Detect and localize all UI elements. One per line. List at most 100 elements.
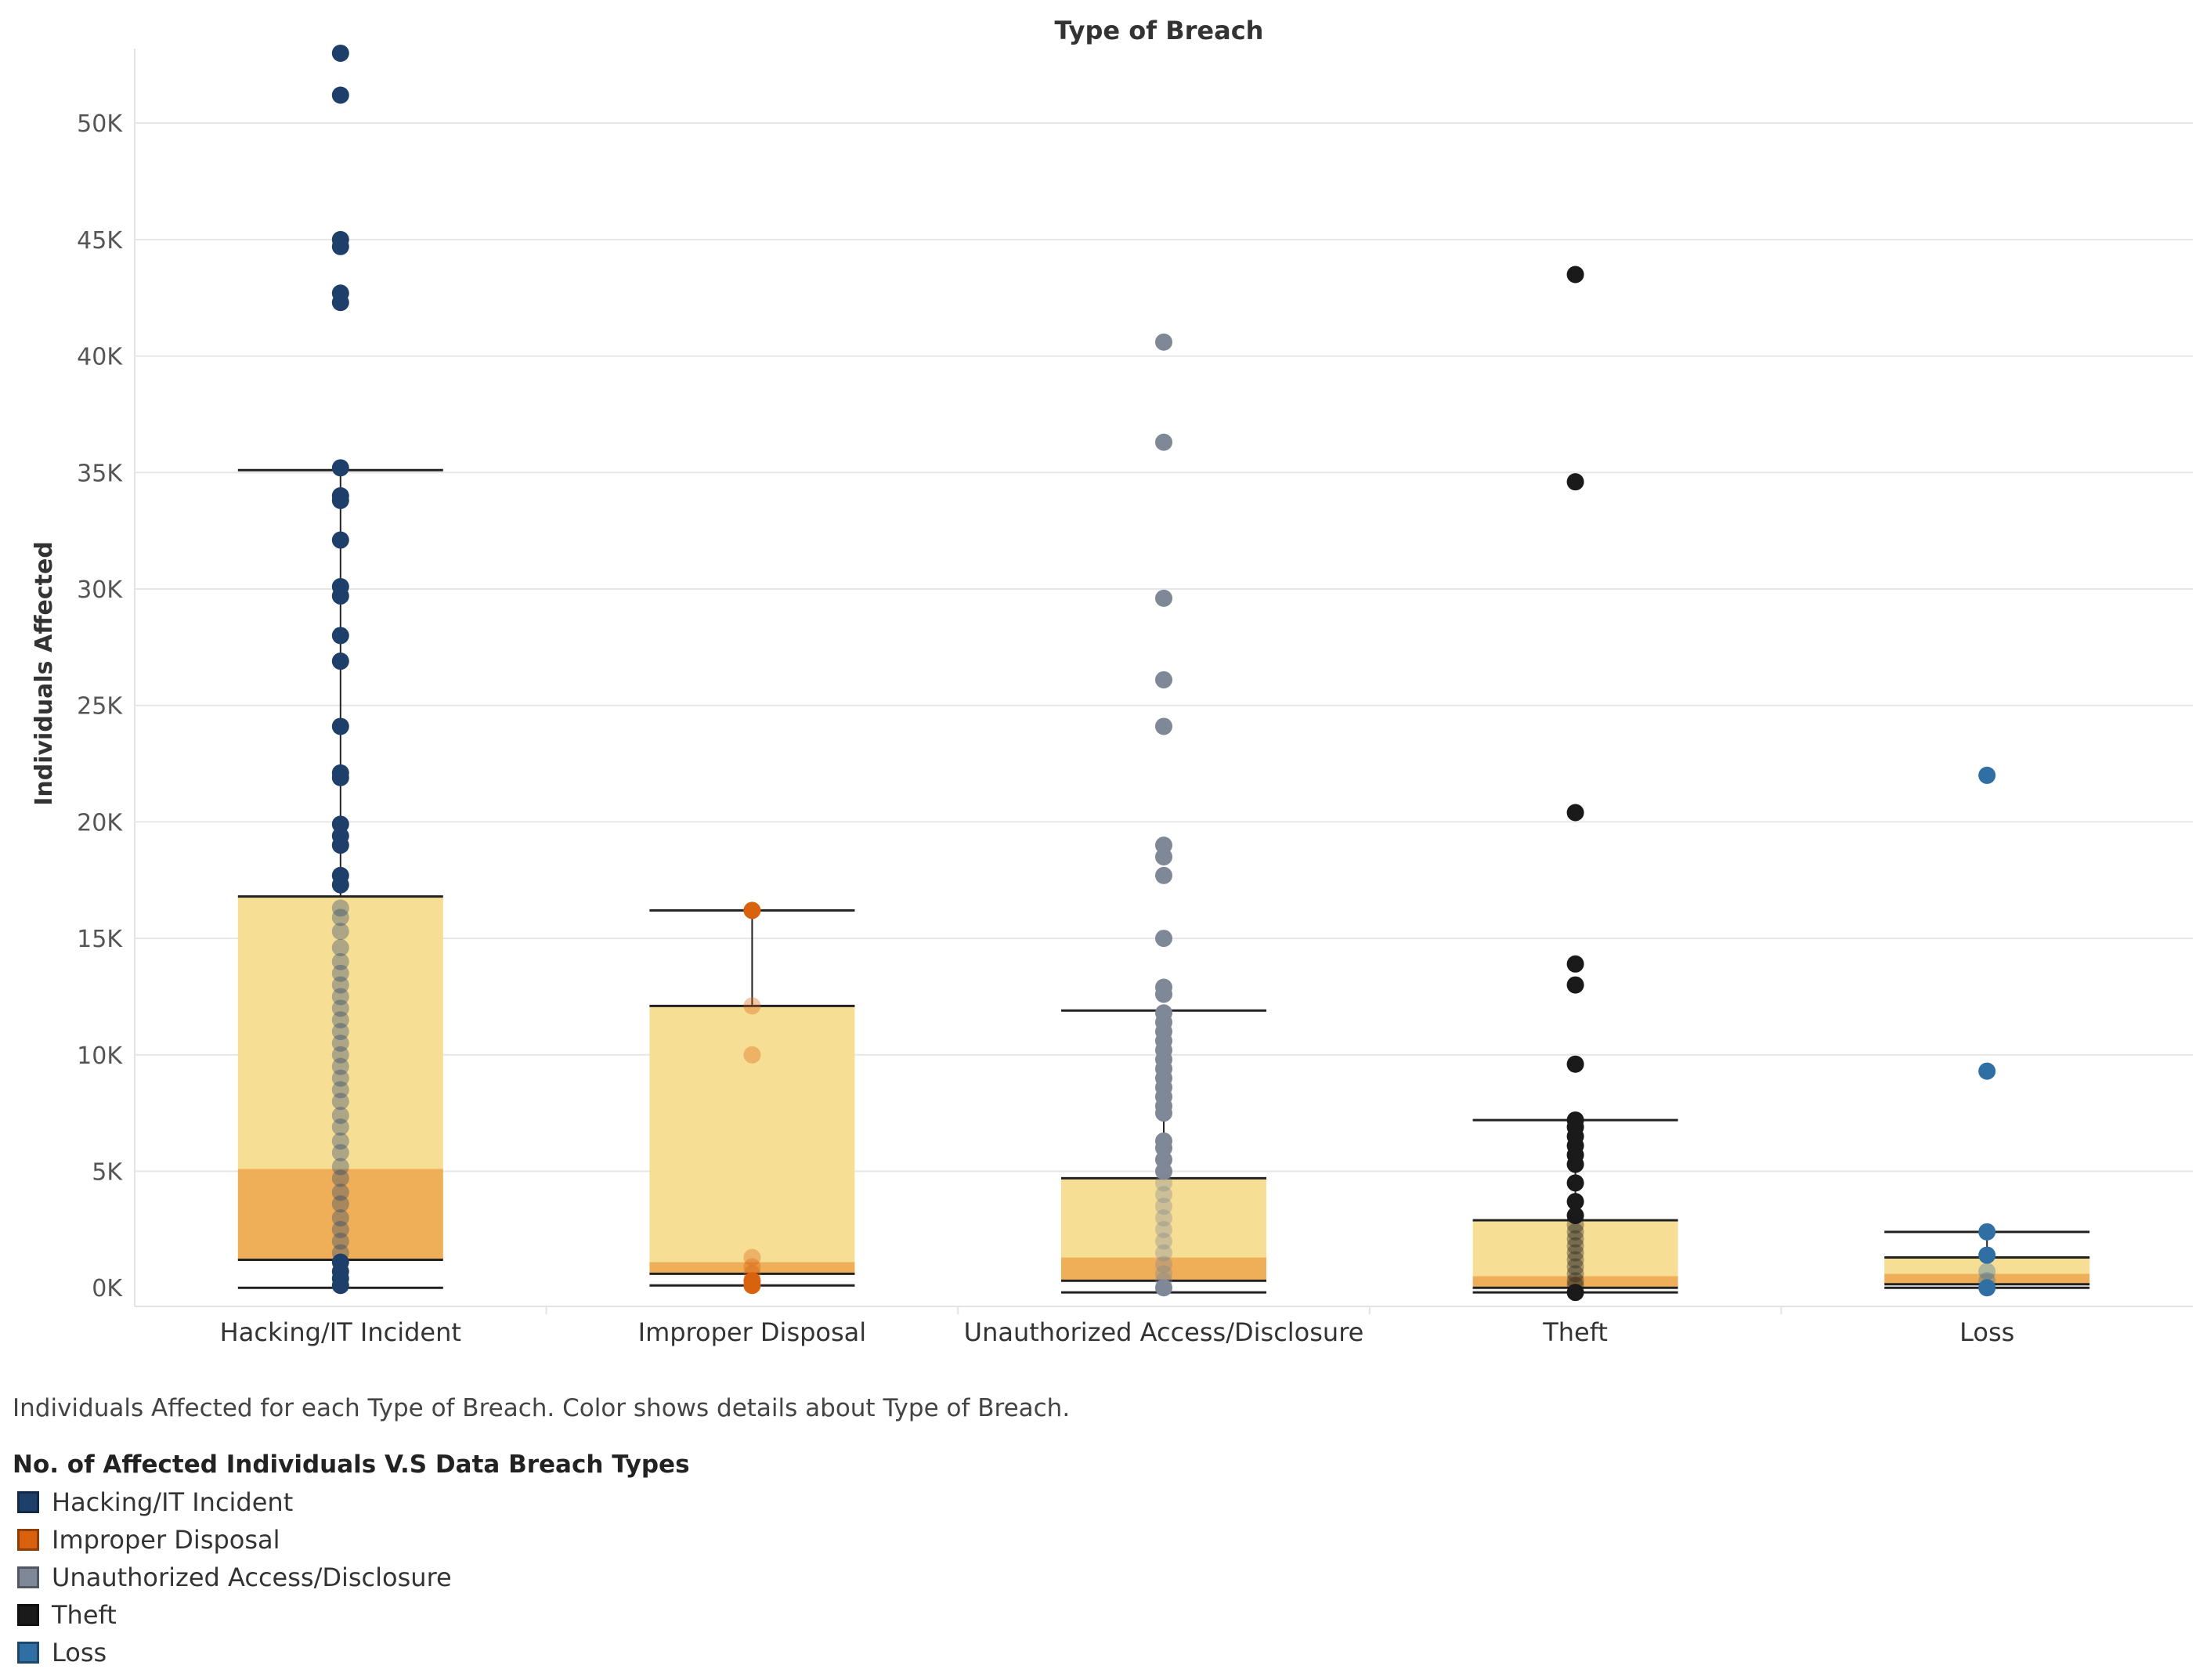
data-point <box>1155 1209 1172 1227</box>
data-point <box>331 1034 349 1052</box>
box-upper <box>649 1006 855 1263</box>
data-point <box>331 1132 349 1150</box>
data-point <box>1566 1055 1584 1073</box>
data-point <box>1155 1104 1172 1122</box>
points-4 <box>1566 266 1584 1302</box>
data-point <box>331 459 349 477</box>
data-point <box>331 976 349 994</box>
data-point <box>331 1183 349 1201</box>
legend-swatch <box>17 1642 39 1664</box>
y-tick-label: 40K <box>77 344 123 371</box>
legend-swatch <box>17 1491 39 1513</box>
data-point <box>331 652 349 670</box>
data-point <box>331 768 349 786</box>
data-point <box>1978 1062 1996 1080</box>
data-point <box>1566 1230 1584 1248</box>
data-point <box>1155 1244 1172 1262</box>
data-point <box>331 1143 349 1162</box>
data-point <box>331 836 349 854</box>
data-point <box>1566 473 1584 491</box>
data-point <box>1155 985 1172 1003</box>
data-point <box>331 1107 349 1125</box>
data-points <box>331 44 1996 1302</box>
legend-label: Loss <box>52 1638 107 1667</box>
data-point <box>331 899 349 917</box>
data-point <box>1566 1265 1584 1283</box>
box-lower <box>1472 1276 1678 1288</box>
data-point <box>1978 1246 1996 1264</box>
points-2 <box>743 901 761 1295</box>
data-point <box>1566 1258 1584 1276</box>
legend-item-unauthorized-access[interactable]: Unauthorized Access/Disclosure <box>13 1559 690 1596</box>
data-point <box>1566 1216 1584 1234</box>
data-point <box>1155 1232 1172 1250</box>
boxes <box>237 468 2090 1294</box>
box-lower <box>1884 1274 2090 1284</box>
data-point <box>331 44 349 62</box>
legend-label: Theft <box>52 1600 117 1630</box>
y-tick-label: 35K <box>77 460 123 487</box>
data-point <box>331 988 349 1006</box>
box-2 <box>649 909 855 1287</box>
data-point <box>1155 1186 1172 1204</box>
data-point <box>331 1057 349 1075</box>
data-point <box>743 1248 761 1266</box>
box-4 <box>1472 1118 1678 1294</box>
data-point <box>331 876 349 894</box>
data-point <box>743 1258 761 1276</box>
data-point <box>331 627 349 645</box>
legend-item-loss[interactable]: Loss <box>13 1634 690 1671</box>
data-point <box>331 1220 349 1238</box>
data-point <box>331 294 349 312</box>
points-1 <box>331 44 349 1295</box>
data-point <box>331 909 349 927</box>
y-axis-ticks: 0K 5K 10K 15K 20K 25K 30K 35K 40K 45K 50K <box>77 110 123 1302</box>
legend-swatch <box>17 1529 39 1551</box>
y-tick-label: 30K <box>77 576 123 604</box>
data-point <box>1566 1251 1584 1269</box>
data-point <box>1566 1174 1584 1192</box>
data-point <box>1566 266 1584 284</box>
legend-swatch <box>17 1566 39 1588</box>
data-point <box>1566 976 1584 994</box>
legend-item-improper-disposal[interactable]: Improper Disposal <box>13 1521 690 1559</box>
data-point <box>331 1232 349 1250</box>
data-point <box>331 1081 349 1099</box>
data-point <box>1155 848 1172 866</box>
box-1 <box>237 468 443 1289</box>
data-point <box>743 901 761 919</box>
chart-caption: Individuals Affected for each Type of Br… <box>13 1394 1071 1422</box>
data-point <box>331 1195 349 1213</box>
data-point <box>1155 1255 1172 1274</box>
data-point <box>1566 1207 1584 1225</box>
data-point <box>331 1023 349 1041</box>
legend-title: No. of Affected Individuals V.S Data Bre… <box>13 1451 690 1479</box>
data-point <box>1155 1220 1172 1238</box>
data-point <box>1155 333 1172 351</box>
points-3 <box>1155 333 1172 1297</box>
data-point <box>331 491 349 509</box>
box-upper <box>1472 1219 1678 1277</box>
legend-item-hacking[interactable]: Hacking/IT Incident <box>13 1483 690 1521</box>
chart-title: Type of Breach <box>1055 16 1264 45</box>
box-upper <box>237 896 443 1169</box>
data-point <box>331 531 349 549</box>
legend-swatch <box>17 1604 39 1626</box>
x-category-label: Unauthorized Access/Disclosure <box>964 1317 1364 1347</box>
data-point <box>331 86 349 104</box>
legend-label: Improper Disposal <box>52 1525 280 1555</box>
legend-item-theft[interactable]: Theft <box>13 1596 690 1634</box>
data-point <box>1566 1244 1584 1262</box>
data-point <box>1566 804 1584 822</box>
data-point <box>331 1046 349 1064</box>
data-point <box>1155 670 1172 688</box>
data-point <box>331 1158 349 1176</box>
data-point <box>331 587 349 605</box>
data-point <box>1566 1155 1584 1173</box>
data-point <box>1155 1162 1172 1180</box>
box-lower <box>1061 1257 1266 1281</box>
data-point <box>331 1118 349 1136</box>
box-plot-chart: Type of Breach Individuals Affected 0K 5K… <box>31 16 2193 1347</box>
data-point <box>1566 1223 1584 1241</box>
data-point <box>1978 1263 1996 1281</box>
